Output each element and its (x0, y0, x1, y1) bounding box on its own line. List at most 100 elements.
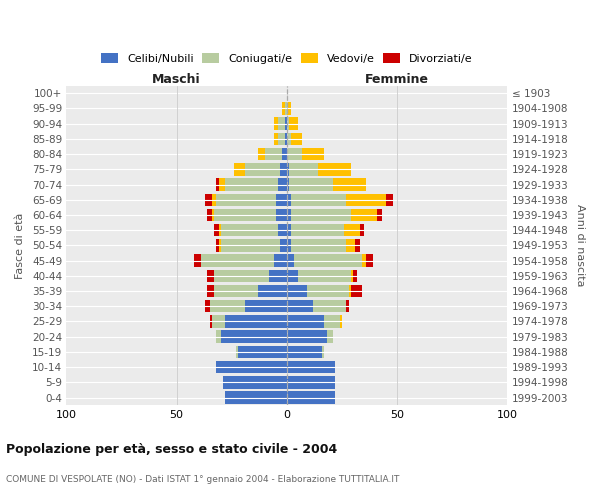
Bar (291, 208, 351, 221)
Bar (346, 194, 386, 206)
Text: Maschi: Maschi (152, 74, 201, 86)
Bar (284, 102, 287, 115)
Bar (287, 148, 302, 160)
Bar (318, 163, 351, 175)
Bar (245, 300, 287, 312)
Bar (362, 254, 366, 267)
Bar (258, 148, 265, 160)
Bar (223, 376, 287, 388)
Bar (287, 208, 291, 221)
Bar (234, 163, 245, 175)
Bar (208, 285, 214, 298)
Bar (287, 194, 291, 206)
Bar (214, 208, 276, 221)
Bar (218, 178, 225, 191)
Y-axis label: Anni di nascita: Anni di nascita (575, 204, 585, 286)
Text: COMUNE DI VESPOLATE (NO) - Dati ISTAT 1° gennaio 2004 - Elaborazione TUTTITALIA.: COMUNE DI VESPOLATE (NO) - Dati ISTAT 1°… (6, 476, 400, 484)
Bar (287, 132, 291, 145)
Bar (346, 300, 349, 312)
Bar (274, 254, 287, 267)
Bar (344, 224, 359, 236)
Bar (217, 239, 218, 252)
Bar (214, 224, 218, 236)
Bar (287, 330, 326, 343)
Bar (346, 239, 355, 252)
Bar (283, 148, 287, 160)
Bar (386, 194, 393, 206)
Bar (355, 239, 359, 252)
Bar (377, 208, 382, 221)
Bar (322, 346, 325, 358)
Y-axis label: Fasce di età: Fasce di età (15, 212, 25, 278)
Bar (205, 300, 210, 312)
Bar (276, 208, 287, 221)
Bar (353, 270, 358, 282)
Bar (205, 194, 212, 206)
Bar (289, 163, 318, 175)
Bar (265, 148, 283, 160)
Bar (225, 315, 287, 328)
Bar (287, 254, 293, 267)
Bar (287, 270, 298, 282)
Bar (302, 148, 325, 160)
Bar (278, 178, 287, 191)
Bar (210, 300, 245, 312)
Bar (283, 102, 284, 115)
Bar (287, 361, 335, 374)
Bar (284, 118, 287, 130)
Bar (236, 346, 238, 358)
Bar (217, 330, 221, 343)
Bar (291, 224, 344, 236)
Bar (351, 285, 362, 298)
Bar (274, 132, 278, 145)
Bar (214, 270, 269, 282)
Bar (278, 224, 287, 236)
Bar (287, 102, 291, 115)
Bar (210, 315, 212, 328)
Bar (287, 376, 335, 388)
Bar (298, 270, 351, 282)
Bar (194, 254, 201, 267)
Bar (238, 346, 287, 358)
Bar (278, 132, 284, 145)
Bar (287, 224, 291, 236)
Bar (326, 330, 333, 343)
Bar (287, 300, 313, 312)
Bar (287, 346, 322, 358)
Bar (201, 254, 274, 267)
Bar (291, 132, 302, 145)
Bar (287, 285, 307, 298)
Bar (287, 118, 289, 130)
Bar (212, 315, 225, 328)
Bar (280, 163, 287, 175)
Bar (221, 224, 278, 236)
Bar (221, 239, 280, 252)
Bar (212, 208, 214, 221)
Bar (269, 270, 287, 282)
Bar (366, 254, 373, 267)
Bar (287, 239, 291, 252)
Bar (293, 254, 362, 267)
Bar (284, 132, 287, 145)
Bar (217, 178, 218, 191)
Bar (217, 194, 276, 206)
Bar (351, 270, 353, 282)
Bar (359, 224, 364, 236)
Bar (208, 208, 212, 221)
Bar (287, 178, 289, 191)
Bar (291, 239, 346, 252)
Bar (225, 178, 278, 191)
Bar (291, 194, 346, 206)
Bar (274, 118, 278, 130)
Bar (333, 178, 366, 191)
Bar (351, 208, 377, 221)
Bar (221, 330, 287, 343)
Bar (287, 392, 335, 404)
Bar (280, 239, 287, 252)
Bar (325, 315, 340, 328)
Bar (289, 118, 298, 130)
Bar (208, 270, 214, 282)
Bar (217, 361, 287, 374)
Bar (225, 392, 287, 404)
Bar (218, 224, 221, 236)
